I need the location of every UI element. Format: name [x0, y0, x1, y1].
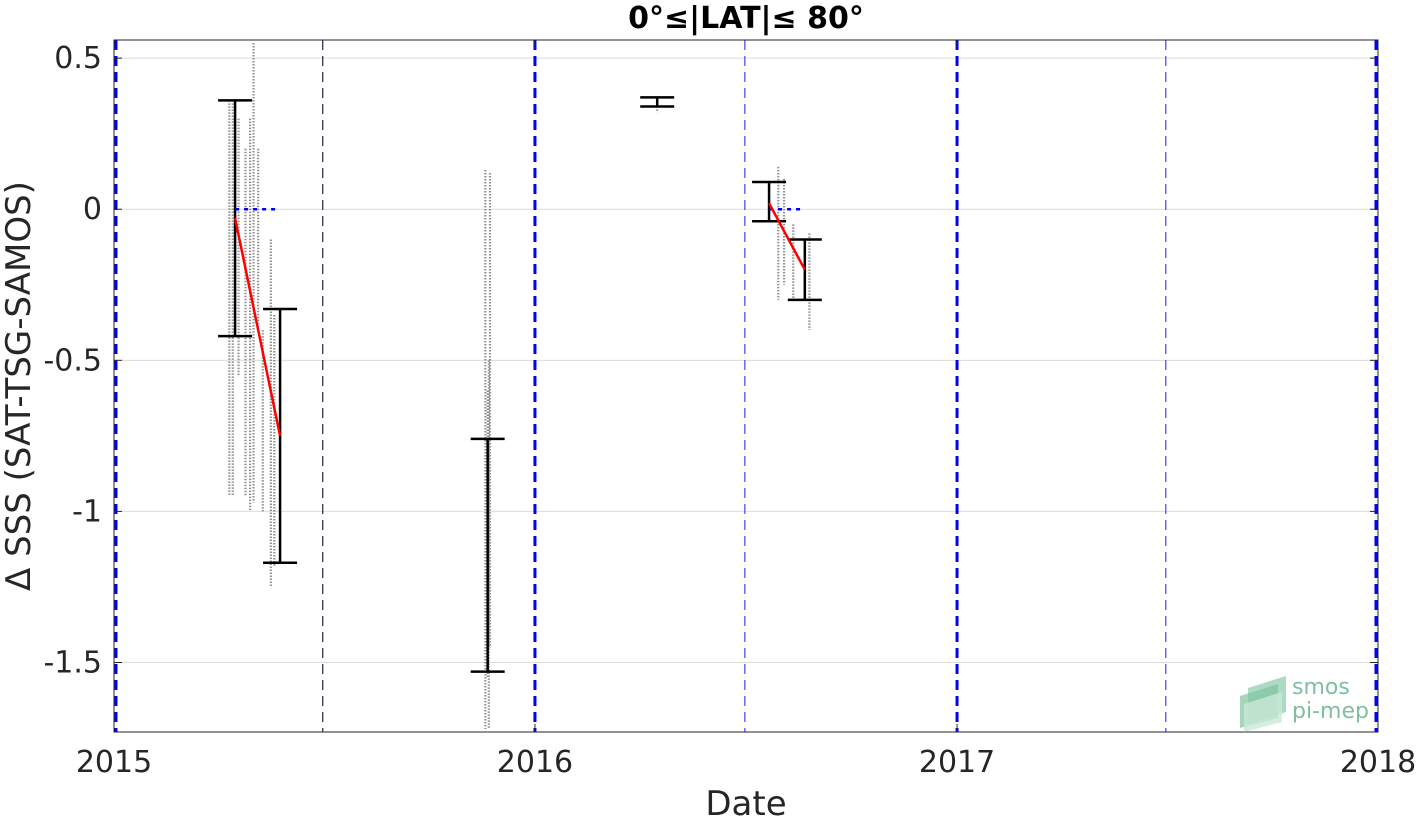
logo-text-pi-mep: pi-mep [1292, 699, 1369, 724]
x-tick-label: 2016 [497, 745, 573, 780]
y-axis-title: Δ SSS (SAT-TSG-SAMOS) [0, 181, 39, 591]
x-tick-label: 2015 [76, 745, 152, 780]
trend-lines [233, 202, 806, 437]
axis-ticks: 0.5 0 -0.5 -1 -1.5 2015 2016 2017 2018 [43, 40, 1416, 780]
error-bar [640, 96, 675, 108]
smos-pi-mep-logo: smos pi-mep [1240, 675, 1369, 732]
plot-frame [113, 39, 1379, 733]
y-tick-label: 0 [83, 192, 102, 227]
x-tick-label: 2017 [919, 745, 995, 780]
x-axis-title: Date [705, 784, 786, 818]
trend-line [233, 218, 282, 437]
logo-mark-icon [1240, 676, 1286, 732]
reference-date-lines [114, 40, 1378, 732]
error-bar [470, 437, 505, 673]
plot-area-background [114, 40, 1378, 732]
y-tick-label: -0.5 [43, 343, 102, 378]
y-tick-label: 0.5 [54, 41, 102, 76]
logo-text-smos: smos [1292, 675, 1350, 700]
error-bar [752, 180, 787, 223]
x-tick-label: 2018 [1340, 745, 1416, 780]
trend-line [767, 202, 806, 271]
y-tick-label: -1 [72, 494, 102, 529]
chart-title: 0°≤|LAT|≤ 80° [628, 1, 864, 36]
grid-lines [114, 57, 1378, 663]
y-tick-label: -1.5 [43, 645, 102, 680]
